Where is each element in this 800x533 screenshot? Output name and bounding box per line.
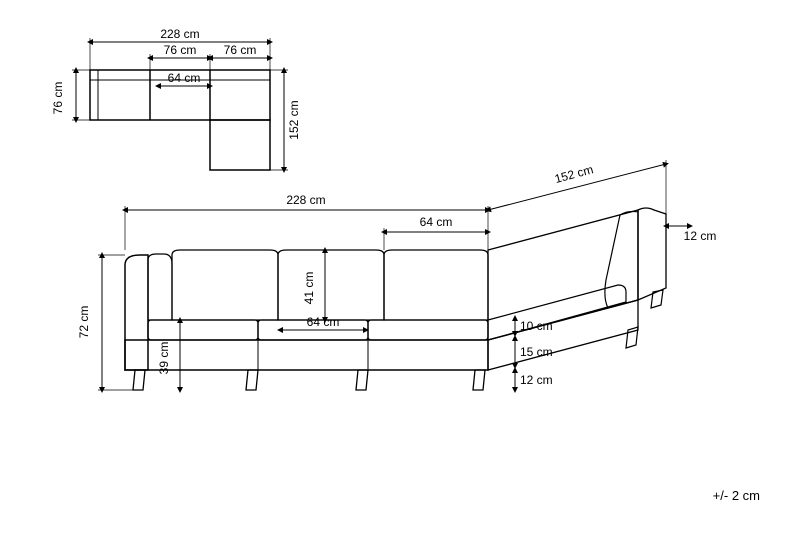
dim-front-chaise-w: 152 cm <box>553 162 595 186</box>
dim-front-apron-h: 15 cm <box>520 345 553 359</box>
dim-top-seg-w: 76 cm <box>164 43 197 57</box>
dim-front-seat-w: 64 cm <box>420 215 453 229</box>
dim-top-seg-w2: 76 cm <box>224 43 257 57</box>
dim-front-seat-d: 64 cm <box>307 315 340 329</box>
dim-front-seat-h: 39 cm <box>157 342 171 375</box>
tolerance-label: +/- 2 cm <box>713 488 760 503</box>
dim-top-inner-w: 64 cm <box>168 71 201 85</box>
dim-top-chaise-d: 152 cm <box>287 100 301 139</box>
dim-front-cushion-h: 10 cm <box>520 319 553 333</box>
dim-front-total-w: 228 cm <box>286 193 325 207</box>
top-view: 228 cm 76 cm 76 cm 64 cm 76 cm 152 cm <box>51 27 301 170</box>
dim-top-depth: 76 cm <box>51 82 65 115</box>
dim-front-arm-w: 12 cm <box>684 229 717 243</box>
dim-front-back-h: 41 cm <box>302 272 316 305</box>
dimension-diagram: 228 cm 76 cm 76 cm 64 cm 76 cm 152 cm <box>0 0 800 533</box>
dim-top-total-w: 228 cm <box>160 27 199 41</box>
dim-front-leg-h: 12 cm <box>520 373 553 387</box>
dim-front-height: 72 cm <box>77 306 91 339</box>
front-view: 228 cm 64 cm 152 cm 12 cm 41 cm 64 cm 72… <box>77 160 716 390</box>
